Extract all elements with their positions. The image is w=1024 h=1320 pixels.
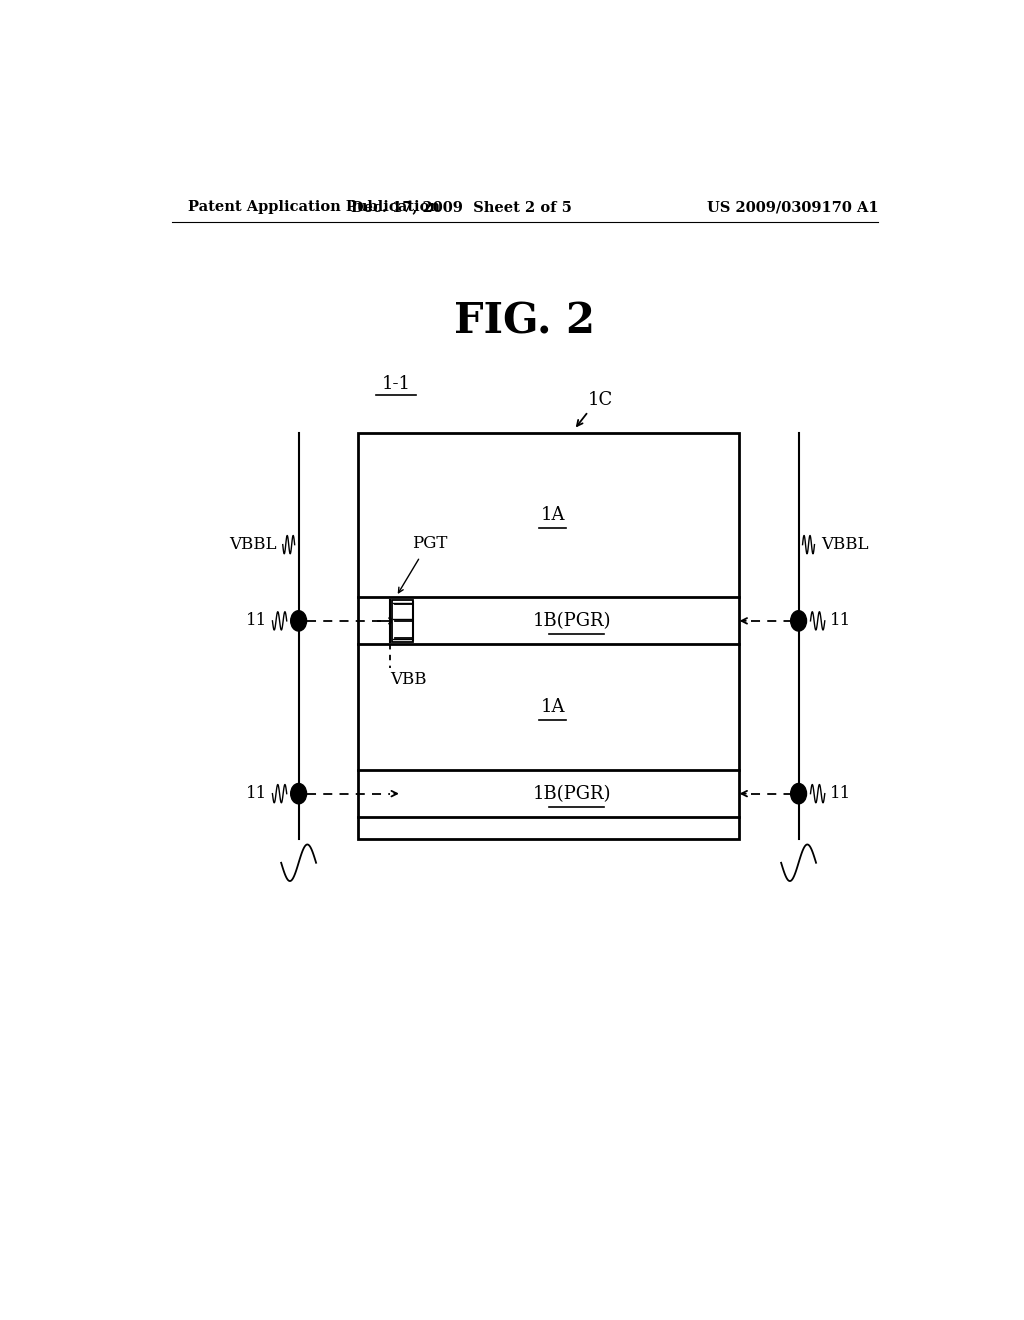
Text: 1B(PGR): 1B(PGR) (534, 784, 611, 803)
Circle shape (791, 784, 807, 804)
Text: 1-1: 1-1 (382, 375, 411, 393)
Text: PGT: PGT (412, 535, 447, 552)
Text: VBB: VBB (390, 672, 426, 688)
Text: Dec. 17, 2009  Sheet 2 of 5: Dec. 17, 2009 Sheet 2 of 5 (351, 201, 571, 214)
Circle shape (791, 611, 807, 631)
Text: 1A: 1A (541, 698, 565, 717)
Text: 11: 11 (830, 612, 852, 630)
Bar (358, 433, 739, 840)
Text: VBBL: VBBL (229, 536, 276, 553)
Text: 11: 11 (246, 785, 267, 803)
Text: US 2009/0309170 A1: US 2009/0309170 A1 (708, 201, 879, 214)
Bar (392, 599, 413, 643)
Text: 1B(PGR): 1B(PGR) (534, 612, 611, 630)
Text: 1C: 1C (588, 391, 612, 409)
Circle shape (291, 784, 306, 804)
Text: 11: 11 (246, 612, 267, 630)
Text: FIG. 2: FIG. 2 (455, 300, 595, 342)
Text: VBBL: VBBL (821, 536, 868, 553)
Text: Patent Application Publication: Patent Application Publication (187, 201, 439, 214)
Text: 1A: 1A (541, 506, 565, 524)
Text: 11: 11 (830, 785, 852, 803)
Circle shape (291, 611, 306, 631)
